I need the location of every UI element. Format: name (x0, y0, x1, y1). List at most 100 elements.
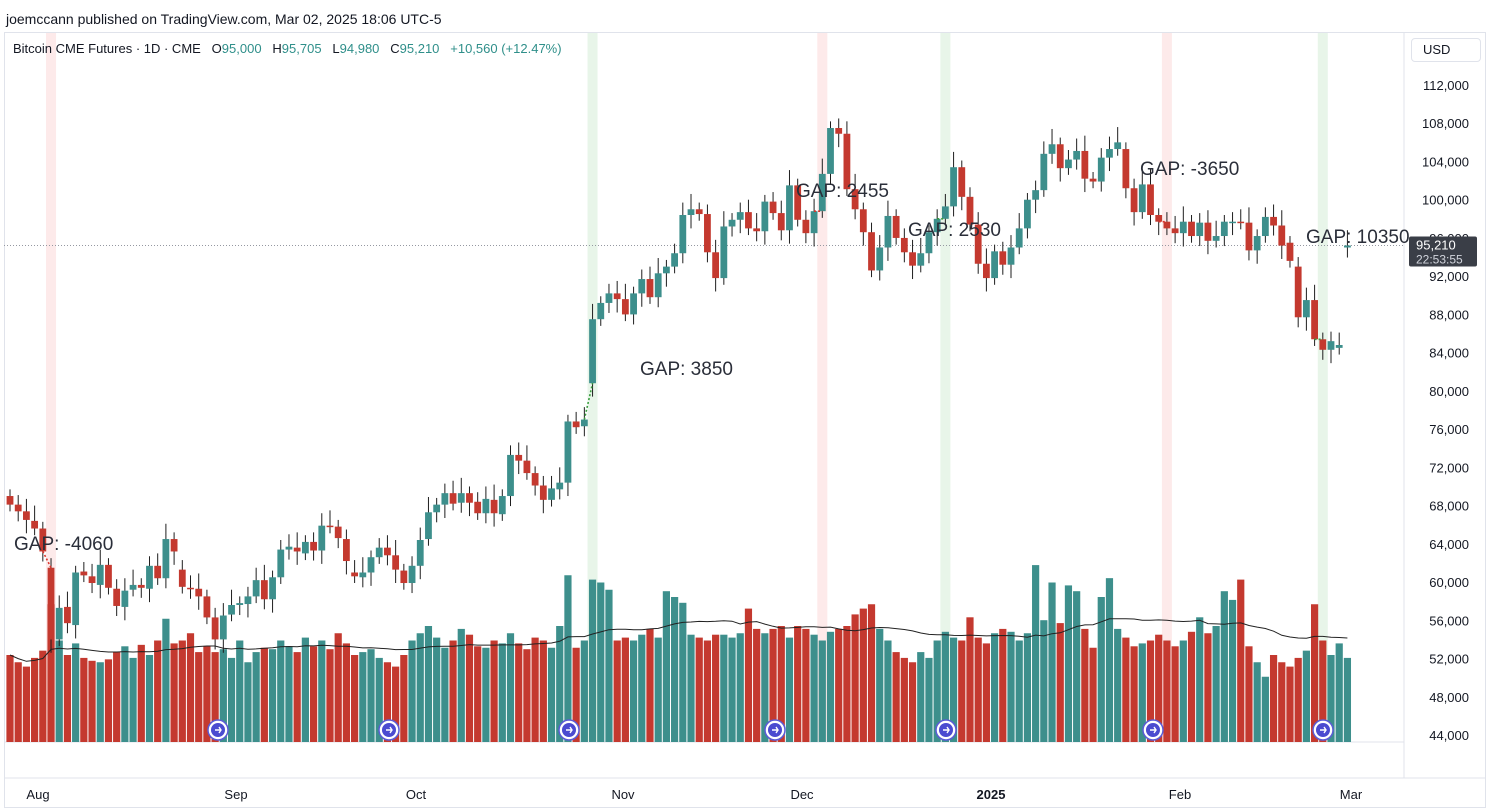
event-arrow-icon (566, 726, 573, 734)
volume-bar (1015, 640, 1023, 742)
gap-band (817, 33, 828, 741)
volume-bar (794, 626, 802, 742)
candle-body (1327, 341, 1335, 350)
candle-body (359, 572, 367, 578)
volume-bar (252, 652, 260, 742)
y-tick-label: 44,000 (1429, 728, 1469, 743)
volume-bar (1310, 604, 1319, 742)
volume-bar (671, 597, 679, 742)
gap-label: GAP: 2455 (796, 181, 889, 202)
volume-bar (1114, 628, 1122, 742)
candle-body (392, 555, 400, 570)
candle-body (671, 253, 679, 267)
candle-body (917, 253, 925, 266)
candle-body (523, 460, 531, 474)
volume-bar (843, 626, 851, 742)
gap-band (1161, 33, 1172, 741)
volume-bar (63, 655, 72, 742)
volume-bar (1294, 657, 1302, 742)
candle-body (47, 567, 55, 640)
volume-bar (400, 655, 408, 742)
volume-bar (47, 604, 55, 742)
y-tick-label: 112,000 (1423, 78, 1469, 93)
y-tick-label: 104,000 (1422, 154, 1469, 169)
volume-bar (982, 643, 990, 742)
volume-bar (195, 652, 203, 742)
volume-bar (1138, 643, 1146, 742)
gap-label: GAP: 10350 (1306, 227, 1410, 248)
candle-body (1229, 221, 1236, 224)
volume-bar (826, 631, 835, 742)
candle-body (498, 496, 506, 515)
volume-bar (113, 652, 121, 742)
candle-body (1040, 153, 1048, 191)
candle-body (794, 185, 802, 220)
candle-body (1155, 215, 1163, 222)
candle-body (1294, 266, 1302, 318)
volume-bar (892, 652, 900, 742)
symbol-title[interactable]: Bitcoin CME Futures · 1D · CME (13, 41, 201, 56)
candle-body (835, 128, 843, 134)
candle-body (277, 549, 285, 578)
volume-bar (14, 662, 22, 742)
candle-body (1319, 339, 1327, 350)
candle-body (105, 564, 112, 588)
volume-bar (236, 640, 244, 742)
candle-body (597, 302, 605, 320)
candle-body (1212, 236, 1220, 241)
volume-bar (482, 647, 490, 742)
y-tick-label: 64,000 (1429, 537, 1469, 552)
change-value: +10,560 (+12.47%) (450, 41, 562, 56)
candle-body (416, 540, 424, 566)
volume-bar (506, 633, 515, 742)
gap-band (46, 33, 57, 741)
volume-bar (80, 657, 88, 742)
volume-bar (137, 644, 145, 742)
y-tick-label: 100,000 (1422, 193, 1469, 208)
volume-bar (465, 634, 474, 742)
volume-bar (572, 647, 580, 742)
candle-body (745, 212, 752, 229)
volume-bar (859, 608, 867, 742)
volume-bar (203, 646, 211, 742)
volume-bar (974, 637, 982, 742)
volume-bar (1073, 591, 1081, 742)
volume-bar (1122, 637, 1130, 742)
candle-body (753, 228, 761, 232)
volume-bar (1007, 631, 1015, 742)
candle-body (786, 185, 793, 231)
currency-button[interactable]: USD (1411, 38, 1481, 62)
candle-body (654, 273, 662, 298)
candle-body (933, 218, 941, 233)
candle-body (1278, 225, 1286, 246)
candle-body (572, 421, 580, 428)
volume-bar (646, 628, 654, 742)
volume-bar (96, 662, 104, 742)
candle-body (187, 587, 194, 590)
volume-bar (1237, 579, 1245, 742)
volume-bar (129, 657, 137, 742)
volume-bar (539, 640, 547, 742)
candle-body (211, 617, 219, 640)
volume-bar (1155, 634, 1163, 742)
candle-body (564, 421, 572, 483)
volume-bar (211, 652, 219, 742)
candle-body (1311, 300, 1318, 340)
candle-body (269, 577, 276, 600)
candle-body (244, 596, 252, 605)
event-arrow-icon (215, 726, 222, 734)
candle-body (769, 201, 777, 214)
candle-body (909, 252, 916, 266)
candle-body (958, 167, 966, 197)
volume-bar (621, 637, 629, 742)
volume-bar (703, 640, 712, 742)
volume-bar (227, 657, 236, 742)
event-arrow-icon (943, 726, 950, 734)
candle-body (1024, 199, 1031, 229)
candle-body (236, 603, 244, 605)
candle-body (285, 546, 293, 550)
volume-bar (605, 589, 613, 742)
volume-bar (39, 650, 47, 742)
volume-bar (917, 652, 925, 742)
